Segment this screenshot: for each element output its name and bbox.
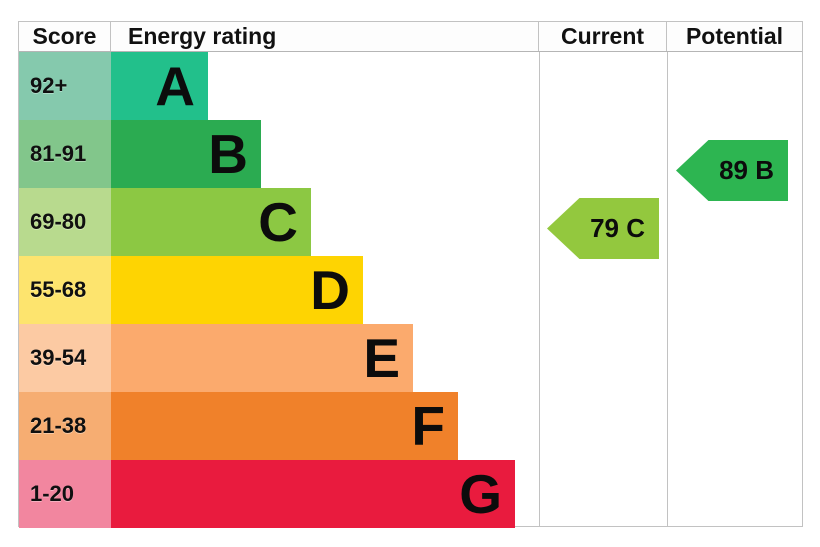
rating-letter-e: E	[363, 327, 400, 389]
header-row: Score Energy rating Current Potential	[19, 22, 802, 52]
current-column-divider	[539, 52, 540, 527]
rating-bar-g: G	[111, 460, 515, 528]
rating-bar-c: C	[111, 188, 311, 256]
rating-letter-f: F	[411, 395, 445, 457]
score-range-f: 21-38	[19, 392, 111, 460]
rating-letter-d: D	[310, 259, 350, 321]
score-range-d: 55-68	[19, 256, 111, 324]
band-row-e: 39-54 E	[19, 324, 802, 392]
chart-body: 92+ A 81-91 B 69-80 C 55-68	[19, 52, 802, 528]
header-energy-rating: Energy rating	[111, 22, 539, 51]
rating-letter-c: C	[258, 191, 298, 253]
rating-bar-b: B	[111, 120, 261, 188]
rating-letter-a: A	[155, 55, 195, 117]
score-range-a: 92+	[19, 52, 111, 120]
score-range-e: 39-54	[19, 324, 111, 392]
band-row-f: 21-38 F	[19, 392, 802, 460]
rating-bar-a: A	[111, 52, 208, 120]
band-row-a: 92+ A	[19, 52, 802, 120]
score-range-g: 1-20	[19, 460, 111, 528]
epc-table: Score Energy rating Current Potential 92…	[18, 21, 803, 528]
band-row-d: 55-68 D	[19, 256, 802, 324]
rating-bar-f: F	[111, 392, 458, 460]
potential-rating-label: 89 B	[719, 155, 775, 185]
rating-bar-e: E	[111, 324, 413, 392]
band-row-c: 69-80 C	[19, 188, 802, 256]
rating-letter-g: G	[459, 463, 502, 525]
header-potential: Potential	[685, 23, 784, 49]
potential-column-divider	[667, 52, 668, 527]
band-row-g: 1-20 G	[19, 460, 802, 528]
rating-bar-d: D	[111, 256, 363, 324]
header-current: Current	[539, 22, 667, 51]
band-row-b: 81-91 B	[19, 120, 802, 188]
score-range-b: 81-91	[19, 120, 111, 188]
score-range-c: 69-80	[19, 188, 111, 256]
rating-letter-b: B	[208, 123, 248, 185]
header-score: Score	[19, 22, 111, 51]
current-rating-label: 79 C	[590, 213, 646, 243]
